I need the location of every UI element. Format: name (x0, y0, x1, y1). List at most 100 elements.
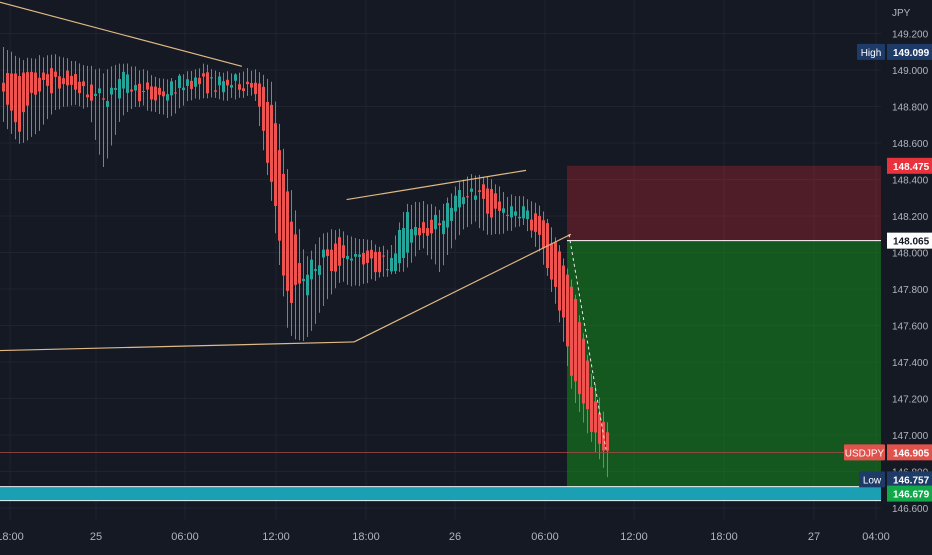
trendline (346, 169, 527, 201)
candle-body (138, 83, 141, 102)
low-price-value: 146.757 (893, 475, 930, 486)
candle-body (262, 86, 265, 131)
candle-body (378, 251, 381, 273)
candle-body (122, 71, 125, 89)
candle-body (334, 243, 337, 272)
candle-body (542, 220, 545, 249)
candle-body (54, 71, 57, 77)
support-band (0, 486, 881, 502)
candle-body (46, 74, 49, 86)
candle-body (42, 72, 45, 80)
price-axis[interactable] (881, 0, 932, 520)
candle-body (294, 234, 297, 285)
candle-body (190, 80, 193, 89)
candle-body (538, 215, 541, 235)
candle-body (70, 75, 73, 85)
candle-body (354, 253, 357, 257)
candle-body (26, 72, 29, 106)
candle-body (534, 213, 537, 232)
last-price-label-box (844, 444, 885, 461)
candle-body (346, 255, 349, 260)
price-tick-label: 146.600 (892, 504, 929, 515)
candle-body (2, 82, 5, 92)
candle-body (202, 73, 205, 77)
candle-body (562, 265, 565, 318)
candle-body (310, 259, 313, 280)
candle-body (142, 90, 145, 92)
candle-body (606, 432, 609, 451)
price-tick-label: 148.800 (892, 103, 929, 114)
candle-body (66, 70, 69, 86)
candle-body (458, 190, 461, 208)
candle-body (506, 214, 509, 216)
candle-body (554, 242, 557, 287)
candle-body (222, 81, 225, 93)
candle-body (90, 84, 93, 101)
candle-body (482, 184, 485, 199)
candle-body (406, 212, 409, 253)
candle-body (78, 81, 81, 94)
price-tick-label: 147.800 (892, 285, 929, 296)
candle-body (498, 201, 501, 211)
candle-body (170, 81, 173, 96)
candle-body (62, 78, 65, 85)
candle-body (394, 253, 397, 271)
candle-body (182, 87, 185, 91)
candle-body (474, 195, 477, 200)
price-tick-label: 148.000 (892, 249, 929, 260)
candle-body (398, 229, 401, 264)
price-tick-label: 148.600 (892, 139, 929, 150)
candle-body (526, 210, 529, 220)
candle-body (462, 197, 465, 205)
candle-body (558, 251, 561, 311)
candle-body (578, 322, 581, 395)
candle-body (386, 269, 389, 271)
candle-body (314, 269, 317, 271)
candle-body (322, 249, 325, 258)
candle-body (402, 228, 405, 259)
trendline (0, 1, 243, 67)
time-tick-label: 04:00 (862, 531, 890, 543)
last-price-label: USDJPY (845, 448, 885, 459)
candle-body (362, 253, 365, 265)
take-profit-zone (567, 240, 881, 490)
candle-body (254, 82, 257, 95)
time-tick-label: 12:00 (620, 531, 648, 543)
stop-price-tag (887, 157, 932, 174)
candle-body (154, 86, 157, 101)
candle-body (330, 249, 333, 272)
candle-body (566, 274, 569, 347)
candle-body (238, 84, 241, 90)
candle-body (442, 220, 445, 235)
candle-body (86, 94, 89, 98)
candle-body (194, 77, 197, 87)
candle-body (550, 243, 553, 280)
candle-body (206, 72, 209, 94)
candle-body (10, 73, 13, 111)
candle-body (22, 72, 25, 113)
candle-body (454, 195, 457, 212)
high-price-label-box (857, 43, 885, 60)
candle-body (350, 258, 353, 261)
candle-body (218, 76, 221, 86)
stop-loss-zone (567, 165, 881, 241)
candle-body (582, 338, 585, 404)
candle-body (246, 81, 249, 85)
entry-price-value: 148.065 (893, 237, 930, 248)
time-axis[interactable] (0, 520, 932, 550)
candle-body (106, 101, 109, 107)
price-tick-label: 148.400 (892, 176, 929, 187)
price-tick-label: 148.200 (892, 212, 929, 223)
candle-body (358, 254, 361, 257)
candle-body (382, 255, 385, 257)
candle-body (82, 81, 85, 87)
candle-body (422, 222, 425, 234)
candle-body (514, 211, 517, 216)
candle-body (594, 401, 597, 433)
trendlines (0, 1, 607, 450)
candle-body (14, 73, 17, 123)
candle-body (34, 72, 37, 95)
candle-body (410, 229, 413, 243)
